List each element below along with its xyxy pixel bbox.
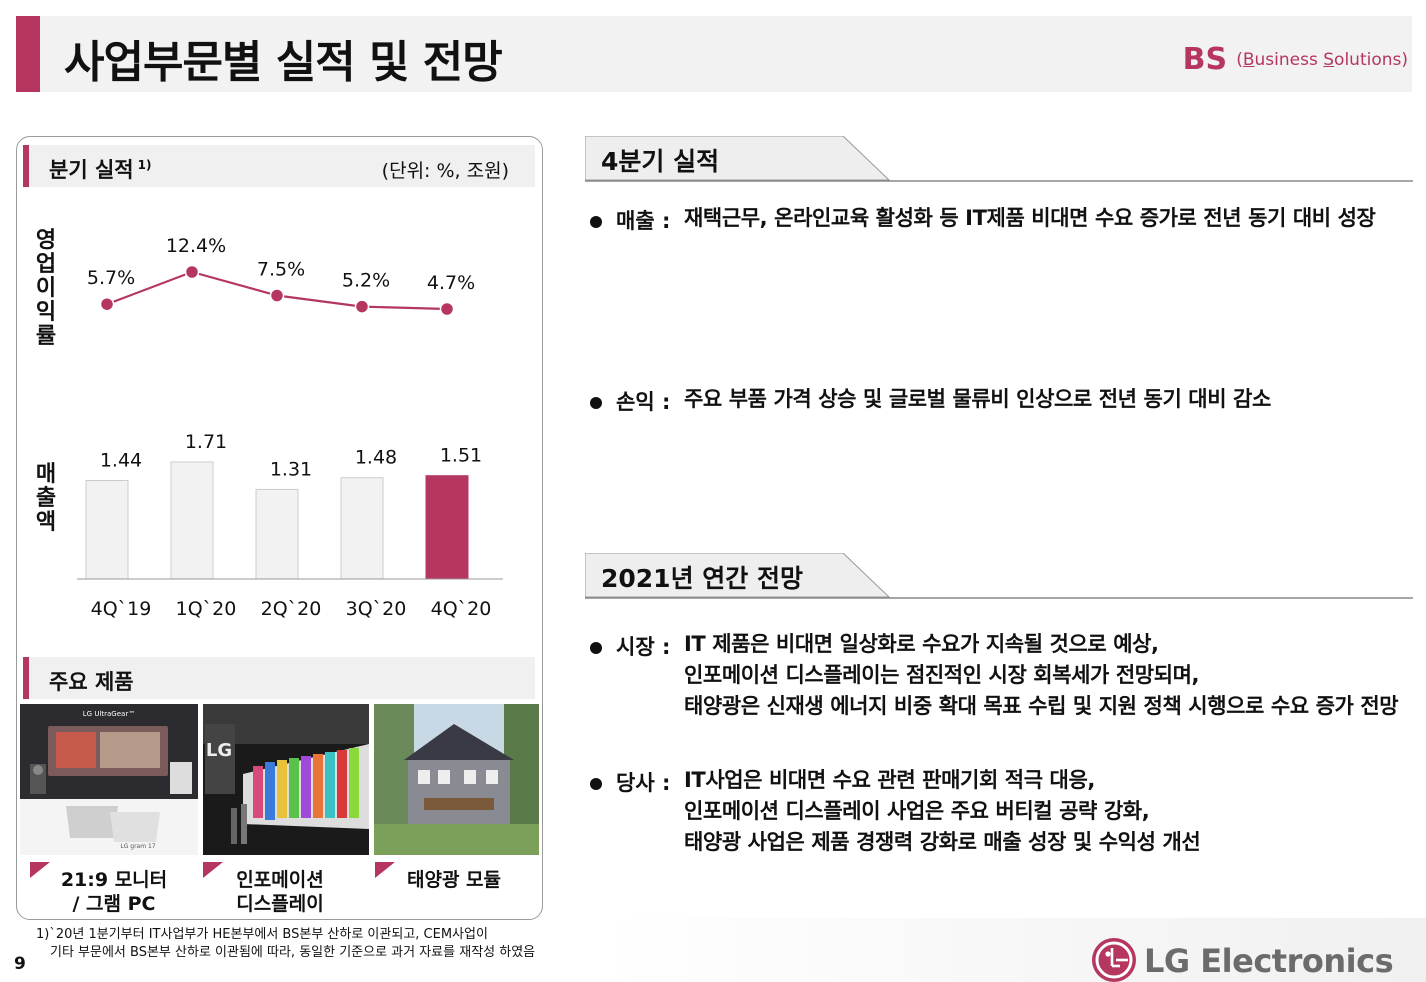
footnote: 1)`20년 1분기부터 IT사업부가 HE본부에서 BS본부 산하로 이관되고… <box>36 927 536 960</box>
page-number: 9 <box>14 954 26 974</box>
caption-marker <box>30 862 50 878</box>
info-display-image: LG <box>203 704 369 855</box>
outlook-heading-text: 2021년 연간 전망 <box>601 564 803 593</box>
company-bullet-text: IT사업은 비대면 수요 관련 판매기회 적극 대응, 인포메이션 디스플레이 … <box>684 768 1201 854</box>
op-margin-value-label: 12.4% <box>166 235 226 257</box>
products-heading: 주요 제품 <box>23 657 535 699</box>
header-accent-bar <box>16 16 40 92</box>
footnote-ref: 1) <box>137 158 152 172</box>
quarterly-chart: 5.7% 12.4% 7.5% 5.2% 4.7% 1.44 1.71 1.31 1.48 1.5… <box>77 235 503 620</box>
sales-value-label: 1.48 <box>355 447 397 469</box>
op-margin-axis-label: 영업이익률 <box>35 228 57 349</box>
op-margin-value-label: 4.7% <box>427 272 475 294</box>
monitor-laptop-image: LG UltraGear™ LG gram 17 <box>20 704 198 855</box>
company-bullet-label: 당사 : <box>590 767 670 797</box>
header-band: 사업부문별 실적 및 전망 BS (Business Solutions) <box>16 16 1412 92</box>
lg-booth-text: LG <box>206 740 232 761</box>
lg-face-logo-icon <box>1092 938 1136 982</box>
q4-results-heading: 4분기 실적 <box>585 136 1413 182</box>
x-tick-label: 4Q`20 <box>431 598 492 620</box>
division-full-name: (Business Solutions) <box>1236 49 1408 70</box>
caption-solar: 태양광 모듈 <box>406 869 501 891</box>
op-margin-point <box>439 301 455 317</box>
sales-bar <box>170 461 214 580</box>
sales-value-label: 1.31 <box>270 458 312 480</box>
brand-name: LG Electronics <box>1144 942 1394 980</box>
division-label: BS (Business Solutions) <box>1183 42 1408 77</box>
x-tick-label: 3Q`20 <box>346 598 407 620</box>
sales-value-label: 1.51 <box>440 445 482 467</box>
ultragear-text: LG UltraGear™ <box>83 710 135 718</box>
x-tick-label: 2Q`20 <box>261 598 322 620</box>
solar-house-image <box>374 704 539 855</box>
market-bullet-text: IT 제품은 비대면 일상화로 수요가 지속될 것으로 예상, 인포메이션 디스… <box>684 632 1399 718</box>
unit-label: (단위: %, 조원) <box>381 160 509 182</box>
op-margin-point <box>99 296 115 312</box>
quarterly-heading-text: 분기 실적 <box>49 158 134 182</box>
profit-bullet-label: 손익 : <box>590 386 670 416</box>
gram-text: LG gram 17 <box>120 843 155 850</box>
profit-bullet-text: 주요 부품 가격 상승 및 글로벌 물류비 인상으로 전년 동기 대비 감소 <box>684 387 1271 411</box>
op-margin-value-label: 7.5% <box>257 259 305 281</box>
quarterly-results-panel: 분기 실적 1) (단위: %, 조원) 영업이익률 매출액 5.7% 12.4% 7… <box>16 136 543 920</box>
quarterly-results-heading: 분기 실적 1) (단위: %, 조원) <box>23 145 535 187</box>
outlook-heading: 2021년 연간 전망 <box>585 553 1413 599</box>
caption-marker <box>203 862 223 878</box>
sales-bar <box>425 475 469 580</box>
sales-value-label: 1.71 <box>185 431 227 453</box>
op-margin-point <box>184 264 200 280</box>
division-abbr: BS <box>1182 42 1228 77</box>
x-tick-label: 1Q`20 <box>176 598 237 620</box>
bullet-icon <box>590 642 602 654</box>
sales-bar <box>340 477 384 580</box>
caption-marker <box>375 862 395 878</box>
products-heading-text: 주요 제품 <box>49 670 134 694</box>
sales-bar <box>255 488 299 580</box>
bullet-icon <box>590 778 602 790</box>
caption-info-display: 인포메이션 디스플레이 <box>236 869 324 915</box>
sales-bullet-label: 매출 : <box>590 205 670 235</box>
sales-bar <box>85 480 129 580</box>
op-margin-point <box>354 299 370 314</box>
market-bullet-label: 시장 : <box>590 631 670 661</box>
sales-value-label: 1.44 <box>100 450 142 472</box>
op-margin-point <box>269 288 285 303</box>
sales-bullet-text: 재택근무, 온라인교육 활성화 등 IT제품 비대면 수요 증가로 전년 동기 … <box>684 206 1376 230</box>
op-margin-value-label: 5.7% <box>87 267 135 289</box>
op-margin-value-label: 5.2% <box>342 270 390 292</box>
q4-heading-text: 4분기 실적 <box>601 147 720 176</box>
bullet-icon <box>590 397 602 409</box>
caption-monitor: 21:9 모니터 / 그램 PC <box>60 869 168 915</box>
footer-band <box>600 918 1426 982</box>
x-tick-label: 4Q`19 <box>91 598 152 620</box>
bullet-icon <box>590 216 602 228</box>
page-title: 사업부문별 실적 및 전망 <box>64 37 503 88</box>
sales-axis-label: 매출액 <box>35 462 57 535</box>
